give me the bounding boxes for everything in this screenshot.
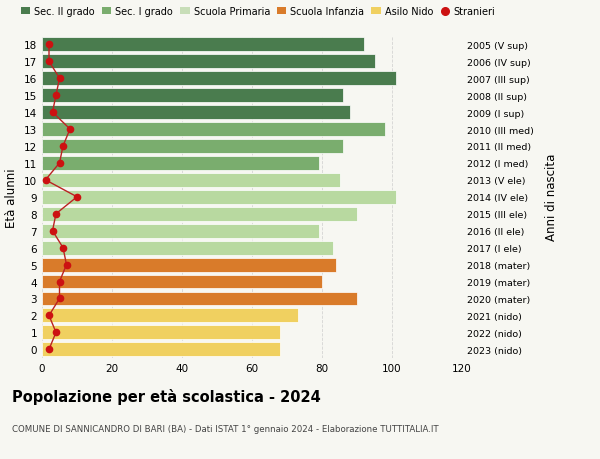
Bar [42,241,332,255]
Legend: Sec. II grado, Sec. I grado, Scuola Primaria, Scuola Infanzia, Asilo Nido, Stran: Sec. II grado, Sec. I grado, Scuola Prim… [21,7,495,17]
Bar [42,174,340,187]
Bar [42,157,319,170]
Bar [42,342,280,357]
Bar [42,258,336,272]
Bar [42,309,298,323]
Text: COMUNE DI SANNICANDRO DI BARI (BA) - Dati ISTAT 1° gennaio 2024 - Elaborazione T: COMUNE DI SANNICANDRO DI BARI (BA) - Dat… [12,425,439,434]
Bar [42,224,319,238]
Bar [42,207,357,221]
Y-axis label: Età alunni: Età alunni [5,168,19,227]
Bar [42,275,322,289]
Text: Popolazione per età scolastica - 2024: Popolazione per età scolastica - 2024 [12,388,321,404]
Bar [42,123,385,137]
Bar [42,190,395,204]
Bar [42,326,280,340]
Bar [42,72,395,86]
Bar [42,292,357,306]
Y-axis label: Anni di nascita: Anni di nascita [545,154,558,241]
Bar [42,38,364,52]
Bar [42,89,343,103]
Bar [42,140,343,154]
Bar [42,106,350,120]
Bar [42,55,374,69]
